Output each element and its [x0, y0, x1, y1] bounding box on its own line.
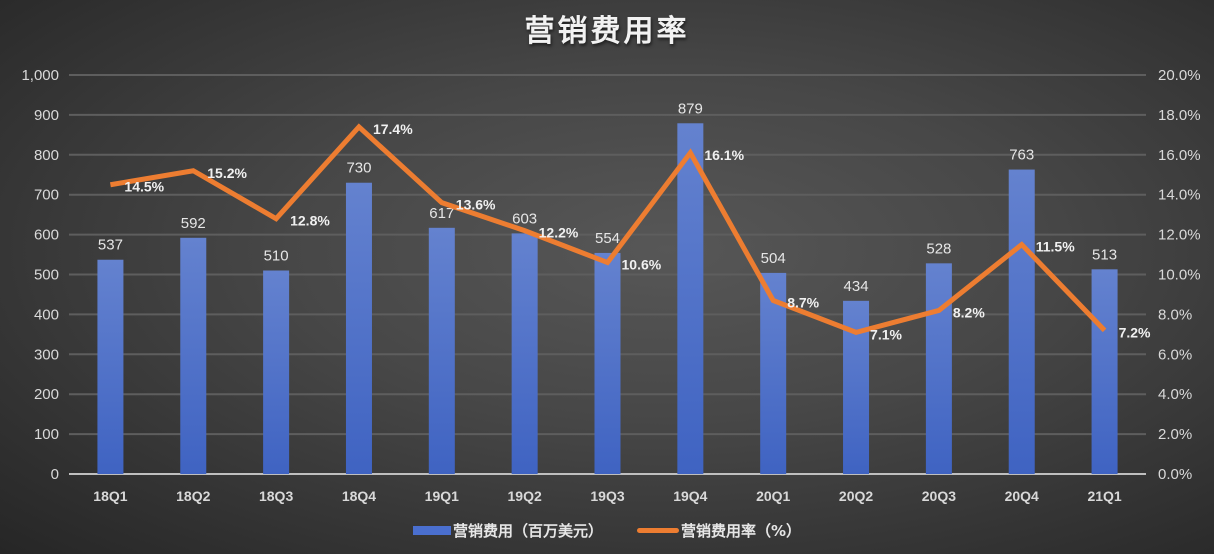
x-axis-tick-label: 20Q3: [922, 488, 956, 504]
x-axis-tick-label: 19Q4: [673, 488, 707, 504]
bar-value-label: 730: [346, 160, 371, 177]
bar-value-label: 528: [926, 240, 951, 257]
chart-title: 营销费用率: [524, 14, 690, 49]
line-value-label: 14.5%: [124, 179, 164, 195]
line-value-label: 10.6%: [622, 257, 662, 273]
line-value-label: 8.7%: [787, 294, 819, 310]
x-axis-tick-label: 19Q1: [425, 488, 459, 504]
line-value-label: 12.8%: [290, 213, 330, 229]
y-axis-tick-label: 900: [34, 107, 59, 124]
line-value-label: 12.2%: [539, 225, 579, 241]
bar[interactable]: [594, 252, 621, 474]
line-value-label: 15.2%: [207, 165, 247, 181]
y-axis-tick-label: 600: [34, 227, 59, 244]
x-axis-tick-label: 19Q3: [590, 488, 624, 504]
line-value-label: 13.6%: [456, 197, 496, 213]
bar-value-label: 879: [678, 100, 703, 117]
bar[interactable]: [511, 233, 538, 474]
line-value-label: 7.1%: [870, 326, 902, 342]
y-axis-tick-label: 0: [51, 466, 59, 483]
line-value-label: 17.4%: [373, 121, 413, 137]
line-value-label: 16.1%: [704, 147, 744, 163]
line-value-label: 7.2%: [1119, 324, 1151, 340]
bar[interactable]: [428, 227, 455, 474]
y-axis-tick-label: 1,000: [21, 67, 59, 84]
x-axis-tick-label: 20Q4: [1005, 488, 1039, 504]
bar-value-label: 513: [1092, 246, 1117, 263]
y2-axis-tick-label: 6.0%: [1158, 346, 1192, 363]
bar-value-label: 592: [181, 215, 206, 232]
bar[interactable]: [925, 263, 952, 474]
legend-line-label: 营销费用率（%）: [680, 522, 802, 540]
legend-bar-label: 营销费用（百万美元）: [452, 522, 603, 540]
bar[interactable]: [345, 182, 372, 475]
y2-axis-tick-label: 16.0%: [1158, 147, 1201, 164]
bar[interactable]: [263, 270, 290, 474]
y-axis-tick-label: 300: [34, 346, 59, 363]
line-value-label: 11.5%: [1036, 239, 1075, 255]
x-axis-tick-label: 18Q2: [176, 488, 210, 504]
y2-axis-tick-label: 2.0%: [1158, 426, 1192, 443]
bar[interactable]: [1008, 169, 1035, 475]
y2-axis-tick-label: 0.0%: [1158, 466, 1192, 483]
y-axis-tick-label: 100: [34, 426, 59, 443]
x-axis-tick-label: 18Q3: [259, 488, 293, 504]
rate-line[interactable]: [110, 123, 1107, 335]
y2-axis-tick-label: 20.0%: [1158, 67, 1201, 84]
x-axis-tick-label: 18Q1: [93, 488, 127, 504]
x-axis-tick-label: 20Q1: [756, 488, 790, 504]
y-axis-tick-label: 200: [34, 386, 59, 403]
x-axis-tick-label: 18Q4: [342, 488, 376, 504]
legend-item-line[interactable]: 营销费用率（%）: [636, 520, 802, 541]
bar-value-label: 554: [595, 230, 620, 247]
bar[interactable]: [677, 123, 704, 475]
y2-axis-tick-label: 10.0%: [1158, 267, 1201, 284]
bar-value-label: 504: [761, 250, 786, 267]
y-axis-tick-label: 400: [34, 306, 59, 323]
bar[interactable]: [97, 259, 124, 474]
line-swatch-icon: [636, 528, 679, 533]
bar-value-label: 537: [98, 237, 123, 254]
bar-value-label: 510: [264, 248, 289, 265]
legend: 营销费用（百万美元） 营销费用率（%）: [0, 520, 1214, 541]
y2-axis-tick-label: 4.0%: [1158, 386, 1192, 403]
x-axis-tick-label: 21Q1: [1087, 488, 1121, 504]
bar-value-label: 603: [512, 210, 537, 227]
bar[interactable]: [1091, 269, 1118, 474]
y2-axis-tick-label: 18.0%: [1158, 107, 1201, 124]
bar-value-label: 617: [429, 205, 454, 222]
bar[interactable]: [180, 237, 207, 474]
y-axis-tick-label: 800: [34, 147, 59, 164]
legend-item-bar[interactable]: 营销费用（百万美元）: [412, 520, 603, 541]
bar-value-label: 434: [844, 278, 869, 295]
bar-value-label: 763: [1009, 147, 1034, 164]
y2-axis-tick-label: 8.0%: [1158, 306, 1192, 323]
bar-swatch-icon: [412, 526, 451, 535]
x-axis-tick-label: 19Q2: [508, 488, 542, 504]
y2-axis-tick-label: 12.0%: [1158, 227, 1201, 244]
y2-axis-tick-label: 14.0%: [1158, 187, 1201, 204]
y-axis-tick-label: 700: [34, 187, 59, 204]
y-axis-tick-label: 500: [34, 267, 59, 284]
x-axis-tick-label: 20Q2: [839, 488, 873, 504]
line-value-label: 8.2%: [953, 304, 985, 320]
